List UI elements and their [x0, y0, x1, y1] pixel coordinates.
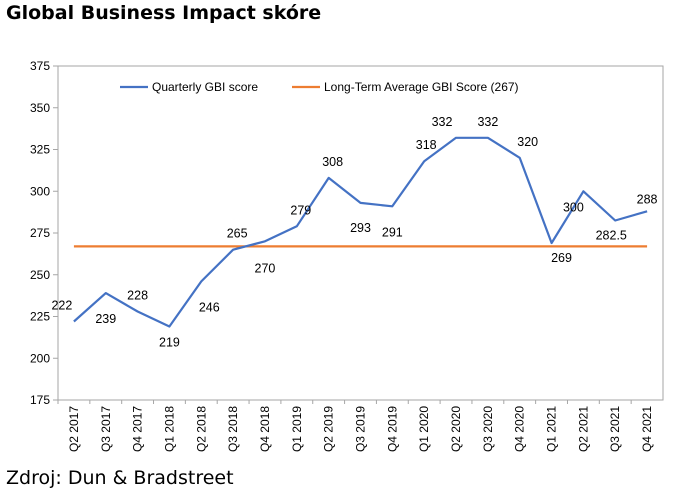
x-tick-label: Q2 2019 [322, 406, 336, 452]
x-tick-label: Q3 2021 [608, 406, 622, 452]
x-tick-label: Q4 2017 [131, 406, 145, 452]
page-title: Global Business Impact skóre [6, 2, 322, 24]
y-tick-label: 225 [30, 310, 50, 324]
legend-label-quarterly: Quarterly GBI score [152, 80, 258, 94]
data-label: 288 [637, 192, 658, 206]
x-tick-label: Q1 2019 [290, 406, 304, 452]
x-tick-label: Q2 2018 [194, 406, 208, 452]
x-tick-label: Q3 2019 [354, 406, 368, 452]
source-note: Zdroj: Dun & Bradstreet [6, 467, 234, 489]
x-tick-label: Q3 2020 [481, 406, 495, 452]
x-tick-label: Q1 2020 [417, 406, 431, 452]
y-tick-label: 375 [30, 59, 50, 73]
y-tick-label: 325 [30, 143, 50, 157]
y-tick-label: 350 [30, 101, 50, 115]
data-label: 308 [322, 155, 343, 169]
data-label: 318 [416, 138, 437, 152]
chart-axes: 175 200 225 250 275 300 325 350 375 Q2 2017 Q3 201… [30, 59, 664, 452]
x-tick-label: Q2 2021 [576, 406, 590, 452]
quarterly-gbi-line [73, 136, 648, 328]
x-tick-label: Q4 2021 [640, 406, 654, 452]
y-tick-label: 300 [30, 184, 50, 198]
data-label: 332 [477, 115, 498, 129]
data-label: 293 [350, 221, 371, 235]
data-label: 291 [382, 225, 403, 239]
data-label: 269 [551, 251, 572, 265]
data-label: 239 [95, 312, 116, 326]
y-tick-label: 200 [30, 351, 50, 365]
x-tick-label: Q4 2018 [258, 406, 272, 452]
x-tick-label: Q4 2019 [385, 406, 399, 452]
data-label: 332 [432, 115, 453, 129]
x-tick-label: Q4 2020 [513, 406, 527, 452]
data-label: 246 [199, 300, 220, 314]
data-label: 265 [227, 227, 248, 241]
chart-lines [73, 136, 648, 328]
data-label: 300 [563, 200, 584, 214]
data-labels: 222 239 228 219 246 265 270 279 308 293 291 318 332 3… [51, 115, 657, 350]
data-label: 228 [127, 288, 148, 302]
data-label: 279 [290, 203, 311, 217]
y-tick-label: 175 [30, 393, 50, 407]
data-label: 320 [517, 135, 538, 149]
data-label: 270 [255, 261, 276, 275]
x-tick-label: Q2 2020 [449, 406, 463, 452]
y-tick-label: 275 [30, 226, 50, 240]
data-label: 282.5 [596, 228, 627, 242]
x-tick-label: Q3 2017 [99, 406, 113, 452]
x-tick-label: Q1 2021 [545, 406, 559, 452]
x-tick-label: Q1 2018 [162, 406, 176, 452]
chart-legend: Quarterly GBI score Long-Term Average GBI… [120, 80, 519, 94]
data-label: 219 [159, 336, 180, 350]
data-label: 222 [51, 299, 72, 313]
legend-label-average: Long-Term Average GBI Score (267) [324, 80, 519, 94]
x-tick-label: Q2 2017 [67, 406, 81, 452]
x-tick-label: Q3 2018 [226, 406, 240, 452]
y-tick-label: 250 [30, 268, 50, 282]
